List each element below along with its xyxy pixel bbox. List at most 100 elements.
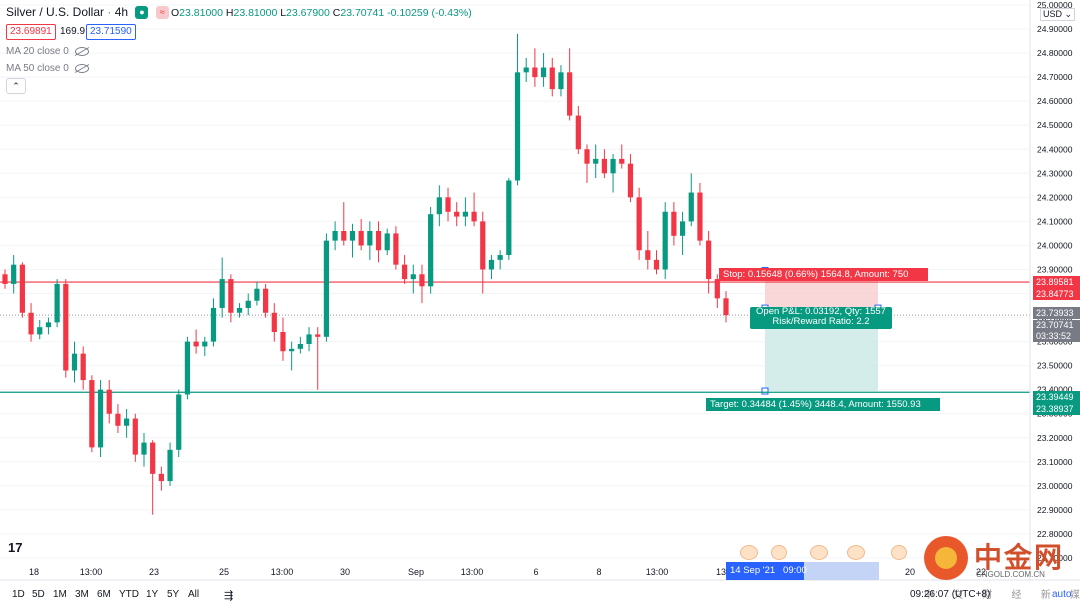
candle-body	[332, 231, 338, 241]
time-tick-label: 13:00	[271, 567, 294, 577]
time-tick-label: 13:00	[646, 567, 669, 577]
candle-body	[706, 240, 712, 280]
range-5y[interactable]: 5Y	[167, 589, 180, 600]
hidden-eye-icon[interactable]	[74, 46, 89, 56]
target-price-tag: 23.39449	[1033, 391, 1080, 403]
symbol-name: Silver / U.S. Dollar	[6, 5, 105, 19]
stop-price-tag: 23.89581	[1033, 276, 1080, 288]
candle-body	[254, 288, 260, 301]
current-price-tag: 23.70741 03:33:52	[1033, 320, 1080, 342]
candle-body	[19, 264, 25, 313]
target-line-tag: 23.38937	[1033, 403, 1080, 415]
range-1m[interactable]: 1M	[53, 589, 67, 600]
price-tick-label: 24.50000	[1037, 120, 1073, 130]
price-tick-label: 23.50000	[1037, 361, 1073, 371]
candle-body	[132, 418, 138, 455]
candle-body	[567, 72, 573, 116]
candle-body	[219, 279, 225, 308]
data-status-icon: ≈	[155, 6, 169, 20]
candle-body	[506, 180, 512, 256]
candle-body	[575, 115, 581, 150]
price-tick-label: 22.70000	[1037, 553, 1073, 563]
candle-body	[71, 353, 78, 371]
risk-reward-label: Risk/Reward Ratio: 2.2	[772, 316, 870, 327]
price-tick-label: 24.10000	[1037, 216, 1073, 226]
time-axis[interactable]: 18 13:00 23 25 13:00 30 Sep 13:00 6 8 13:00 13 20 22	[0, 567, 1080, 581]
symbol-title[interactable]: Silver / U.S. Dollar · 4h ● ≈	[6, 5, 169, 20]
target-label[interactable]: Target: 0.34484 (1.45%) 3448.4, Amount: …	[706, 398, 940, 411]
candle-body	[454, 211, 460, 217]
candle-body	[150, 442, 156, 474]
pnl-box[interactable]: Open P&L: 0.03192, Qty: 1557 Risk/Reward…	[750, 307, 892, 329]
price-tick-label: 24.00000	[1037, 240, 1073, 250]
candle-body	[523, 67, 529, 73]
candle-body	[141, 442, 147, 455]
candle-body	[636, 197, 642, 251]
collapse-legend-button[interactable]: ⌃	[6, 78, 26, 94]
candle-body	[262, 288, 269, 313]
candle-body	[228, 279, 234, 313]
position-handle[interactable]	[761, 387, 769, 395]
us-flag-event-icon[interactable]	[810, 545, 828, 560]
candle-body	[410, 274, 416, 280]
indicator-ma20[interactable]: MA 20 close 0	[6, 46, 89, 57]
range-ytd[interactable]: YTD	[119, 589, 139, 600]
price-tick-label: 24.20000	[1037, 192, 1073, 202]
candles	[2, 33, 729, 515]
range-1d[interactable]: 1D	[12, 589, 25, 600]
candle-body	[306, 334, 312, 345]
time-tick-label: 23	[149, 567, 159, 577]
candle-body	[349, 231, 356, 241]
stop-label[interactable]: Stop: 0.15648 (0.66%) 1564.8, Amount: 75…	[719, 268, 928, 281]
time-tick-label: 13	[716, 567, 726, 577]
us-flag-event-icon[interactable]	[771, 545, 787, 560]
candle-body	[653, 259, 660, 270]
selected-time-tag: 14 Sep '21 09:00	[726, 562, 807, 580]
candle-body	[367, 231, 373, 246]
candle-body	[280, 331, 286, 352]
candle-body	[297, 344, 303, 349]
time-tick-label: Sep	[408, 567, 424, 577]
range-5d[interactable]: 5D	[32, 589, 45, 600]
candle-body	[662, 211, 668, 270]
position-zones[interactable]	[761, 266, 882, 395]
price-tick-label: 22.80000	[1037, 529, 1073, 539]
candle-body	[236, 307, 243, 313]
price-tick-label: 24.60000	[1037, 96, 1073, 106]
candle-body	[184, 341, 191, 395]
time-tick-label: 30	[340, 567, 350, 577]
market-open-icon: ●	[135, 6, 149, 20]
range-all[interactable]: All	[188, 589, 200, 600]
candle-body	[488, 259, 495, 270]
time-tick-label: 18	[29, 567, 39, 577]
price-tick-label: 23.20000	[1037, 433, 1073, 443]
ask-price[interactable]: 23.71590	[86, 24, 136, 40]
candle-body	[106, 389, 112, 414]
bid-price[interactable]: 23.69891	[6, 24, 56, 40]
stop-line-tag: 23.84773	[1033, 288, 1080, 300]
indicator-ma50[interactable]: MA 50 close 0	[6, 63, 89, 74]
hidden-eye-icon[interactable]	[74, 63, 89, 73]
tradingview-logo[interactable]: 17	[8, 540, 23, 555]
candle-body	[89, 380, 95, 448]
candle-body	[401, 264, 408, 280]
currency-selector[interactable]: USD ⌄	[1040, 8, 1076, 21]
range-3m[interactable]: 3M	[75, 589, 89, 600]
range-6m[interactable]: 6M	[97, 589, 111, 600]
candle-body	[688, 192, 694, 222]
price-tick-label: 22.90000	[1037, 505, 1073, 515]
clock[interactable]: 09:26:07 (UTC+8)	[910, 589, 991, 600]
time-tick-label: 25	[219, 567, 229, 577]
auto-scale-button[interactable]: auto	[1052, 589, 1072, 600]
entry-price-tag: 23.73933	[1033, 307, 1080, 319]
candle-body	[601, 158, 607, 174]
us-flag-event-icon[interactable]	[891, 545, 907, 560]
goto-date-icon[interactable]: ⇶	[224, 590, 234, 602]
candle-body	[323, 240, 330, 337]
us-flag-event-icon[interactable]	[740, 545, 758, 560]
bottom-toolbar: 1D 5D 1M 3M 6M YTD 1Y 5Y All ⇶ 09:26:07 …	[0, 586, 1080, 608]
us-flag-event-icon[interactable]	[847, 545, 865, 560]
candle-body	[428, 214, 434, 287]
range-1y[interactable]: 1Y	[146, 589, 159, 600]
